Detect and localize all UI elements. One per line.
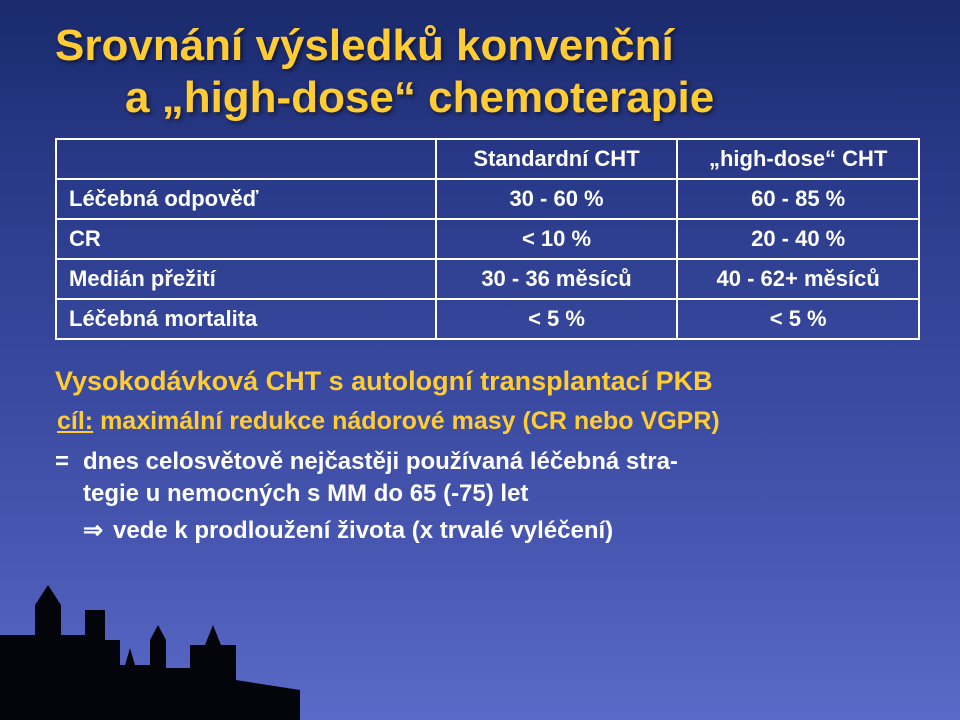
cell: 30 - 36 měsíců — [436, 259, 678, 299]
goal-rest: maximální redukce nádorové masy (CR nebo… — [93, 407, 720, 435]
goal-line: cíl: maximální redukce nádorové masy (CR… — [55, 407, 920, 436]
row-label: Medián přežití — [56, 259, 436, 299]
comparison-table: Standardní CHT „high-dose“ CHT Léčebná o… — [55, 138, 920, 340]
row-label: CR — [56, 219, 436, 259]
sublist-text: vede k prodloužení života (x trvalé vylé… — [113, 517, 613, 544]
cell: 20 - 40 % — [677, 219, 919, 259]
subheading: Vysokodávková CHT s autologní transplant… — [55, 366, 920, 397]
cell: 60 - 85 % — [677, 179, 919, 219]
row-label: Léčebná mortalita — [56, 299, 436, 339]
cell: 40 - 62+ měsíců — [677, 259, 919, 299]
table-row: Léčebná mortalita < 5 % < 5 % — [56, 299, 919, 339]
goal-underline: cíl: — [57, 407, 93, 435]
sublist: vede k prodloužení života (x trvalé vylé… — [83, 515, 920, 547]
list-item: dnes celosvětově nejčastěji používaná lé… — [55, 446, 920, 547]
cell: < 10 % — [436, 219, 678, 259]
cell: < 5 % — [436, 299, 678, 339]
col-header-highdose: „high-dose“ CHT — [677, 139, 919, 179]
col-header-standard: Standardní CHT — [436, 139, 678, 179]
col-header-blank — [56, 139, 436, 179]
bullet-text-line2: tegie u nemocných s MM do 65 (-75) let — [83, 478, 920, 510]
title-line-1: Srovnání výsledků konvenční — [55, 21, 674, 70]
row-label: Léčebná odpověď — [56, 179, 436, 219]
table-row: Medián přežití 30 - 36 měsíců 40 - 62+ m… — [56, 259, 919, 299]
table-row: Léčebná odpověď 30 - 60 % 60 - 85 % — [56, 179, 919, 219]
table-row: CR < 10 % 20 - 40 % — [56, 219, 919, 259]
table-header-row: Standardní CHT „high-dose“ CHT — [56, 139, 919, 179]
slide-title: Srovnání výsledků konvenční a „high-dose… — [55, 20, 920, 124]
cell: 30 - 60 % — [436, 179, 678, 219]
sublist-item: vede k prodloužení života (x trvalé vylé… — [83, 515, 920, 547]
bullet-text-line1: dnes celosvětově nejčastěji používaná lé… — [83, 448, 678, 475]
title-line-2: a „high-dose“ chemoterapie — [55, 72, 920, 124]
body-bullets: dnes celosvětově nejčastěji používaná lé… — [55, 446, 920, 547]
cell: < 5 % — [677, 299, 919, 339]
